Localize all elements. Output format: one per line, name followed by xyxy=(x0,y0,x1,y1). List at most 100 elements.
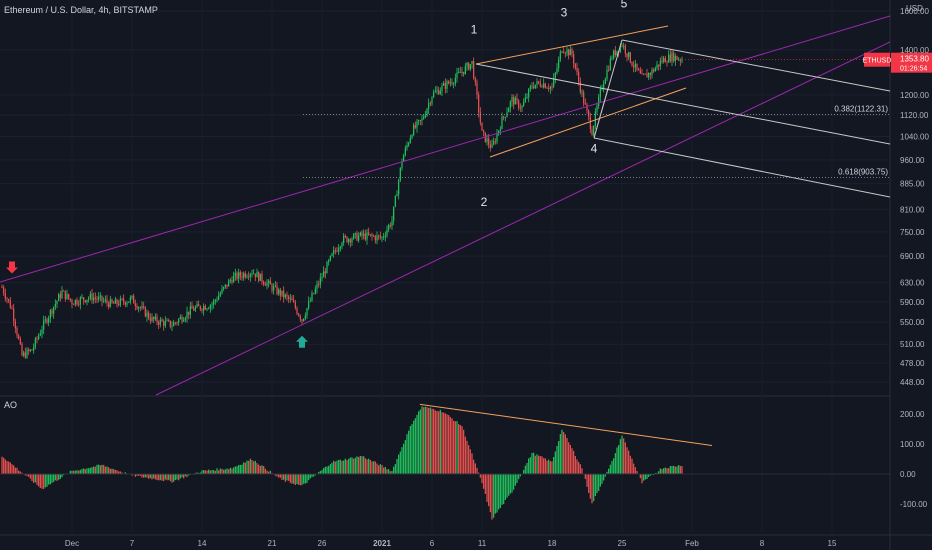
axes: 1600.001400.001200.001120.001040.00960.0… xyxy=(65,7,930,548)
channel-lower-line xyxy=(155,41,891,396)
ao-bar xyxy=(489,474,491,513)
ao-bar xyxy=(108,467,110,474)
candle-body xyxy=(356,232,358,241)
candle-body xyxy=(183,320,185,322)
price-tick-label: 1040.00 xyxy=(900,133,929,142)
candle-body xyxy=(4,293,6,299)
candle-body xyxy=(394,196,396,207)
ao-bar xyxy=(378,465,380,474)
candle-body xyxy=(403,155,405,162)
ao-bar xyxy=(288,474,290,481)
ao-bar xyxy=(461,426,463,474)
ao-bar xyxy=(496,474,498,513)
candle-body xyxy=(454,77,456,84)
candle-body xyxy=(299,315,301,320)
candle-body xyxy=(158,322,160,325)
candle-body xyxy=(638,68,640,71)
pitchfork-upper-line xyxy=(621,39,891,92)
ao-bar xyxy=(339,459,341,474)
time-tick-label: 21 xyxy=(268,539,277,548)
time-tick-label: 11 xyxy=(478,539,487,548)
candle-body xyxy=(303,318,305,321)
candle-body xyxy=(368,232,370,235)
candle-body xyxy=(458,71,460,73)
candle-body xyxy=(54,303,56,307)
ao-bar xyxy=(658,471,660,474)
candle-body xyxy=(328,260,330,263)
ao-bar xyxy=(488,474,490,507)
ao-bar xyxy=(641,474,643,484)
ao-bar xyxy=(409,425,411,474)
ao-tick-label: 0.00 xyxy=(900,470,916,479)
price-tick-label: 630.00 xyxy=(900,279,925,288)
candle-body xyxy=(313,293,315,295)
candle-body xyxy=(94,297,96,299)
candle-body xyxy=(79,297,81,305)
candle-body xyxy=(44,319,46,321)
candle-body xyxy=(178,319,180,323)
ao-bar xyxy=(478,472,480,474)
ao-bar xyxy=(554,451,556,474)
candle-body xyxy=(444,83,446,89)
ao-bar xyxy=(216,468,218,474)
ao-bar xyxy=(3,457,5,474)
price-tick-label: 1200.00 xyxy=(900,91,929,100)
candle-body xyxy=(109,299,111,307)
candle-body xyxy=(186,311,188,319)
candle-body xyxy=(648,73,650,78)
candle-body xyxy=(656,64,658,68)
candle-body xyxy=(108,302,110,307)
candle-body xyxy=(194,307,196,311)
ao-bar xyxy=(321,469,323,474)
candle-body xyxy=(584,103,586,105)
candle-body xyxy=(314,288,316,294)
ao-bar xyxy=(203,470,205,474)
candle-body xyxy=(608,69,610,71)
candle-body xyxy=(619,45,621,52)
price-tick-label: 590.00 xyxy=(900,298,925,307)
candles xyxy=(1,42,683,359)
candle-body xyxy=(586,104,588,111)
candle-body xyxy=(579,81,581,93)
ao-trendline xyxy=(419,403,713,446)
candle-body xyxy=(634,63,636,68)
candle-body xyxy=(266,282,268,286)
ao-bar xyxy=(333,460,335,474)
ao-bar xyxy=(636,470,638,474)
candle-body xyxy=(189,306,191,315)
ao-bar xyxy=(4,459,6,474)
ao-bar xyxy=(381,464,383,474)
candle-body xyxy=(83,297,85,301)
candle-body xyxy=(14,320,16,329)
ao-bar xyxy=(94,466,96,474)
ao-bar xyxy=(149,474,151,479)
candle-body xyxy=(216,299,218,301)
candle-body xyxy=(658,64,660,67)
candle-body xyxy=(318,284,320,285)
ao-bar xyxy=(358,457,360,474)
symbol-badge-label: ETHUSD xyxy=(863,58,892,65)
candle-body xyxy=(494,141,496,143)
ao-bar xyxy=(228,469,230,474)
ao-bar xyxy=(436,410,438,474)
candle-body xyxy=(141,306,143,308)
candle-body xyxy=(641,73,643,75)
candle-body xyxy=(1,287,3,289)
ao-bar xyxy=(476,467,478,474)
candle-body xyxy=(164,320,166,326)
candle-body xyxy=(556,68,558,74)
candle-body xyxy=(419,120,421,121)
candle-body xyxy=(31,349,33,351)
ao-bar xyxy=(151,474,153,480)
candle-body xyxy=(643,74,645,76)
price-tick-label: 550.00 xyxy=(900,318,925,327)
candle-body xyxy=(329,255,331,261)
candle-body xyxy=(136,305,138,309)
candle-body xyxy=(13,308,15,321)
ao-bar xyxy=(529,457,531,474)
ao-bar xyxy=(364,458,366,474)
ao-bar xyxy=(569,444,571,474)
ao-bar xyxy=(519,474,521,477)
ao-bar xyxy=(673,465,675,474)
